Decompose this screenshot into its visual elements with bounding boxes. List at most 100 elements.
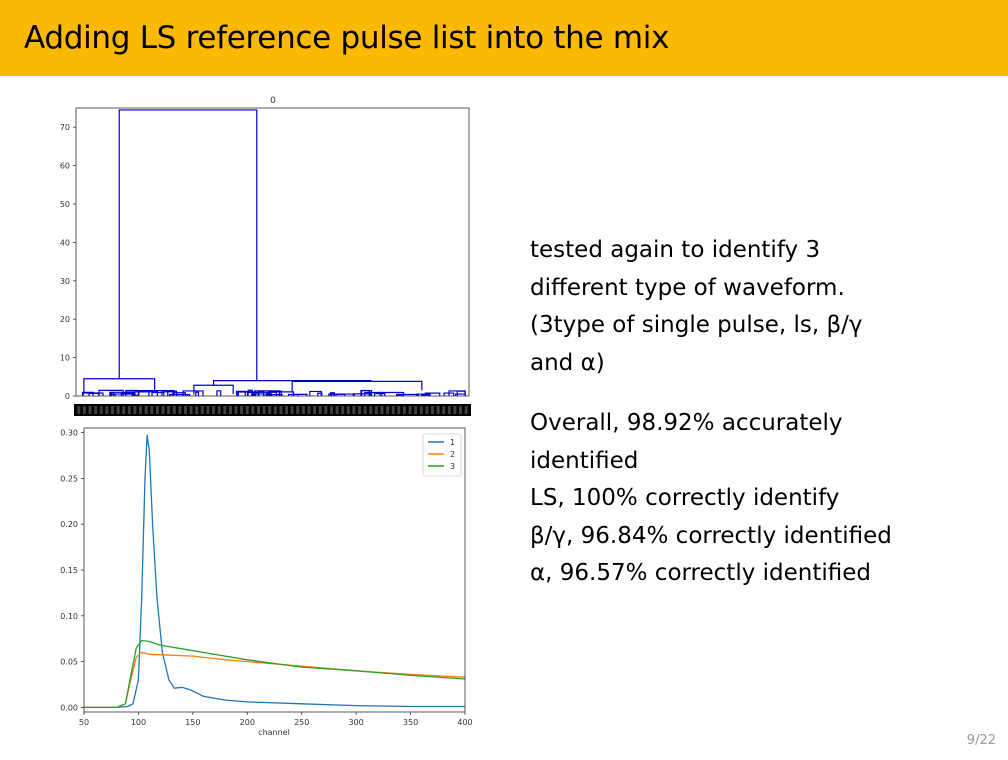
- dendrogram-link: [83, 378, 156, 393]
- leaf-label: [212, 406, 216, 414]
- dendrogram-link: [216, 390, 222, 396]
- leaf-label: [358, 406, 362, 414]
- leaf-label: [442, 406, 446, 414]
- legend-box: [422, 433, 462, 477]
- legend-label: 3: [450, 462, 455, 471]
- line-chart-frame: [83, 427, 466, 713]
- leaf-label: [127, 406, 131, 414]
- x-axis-label: channel: [258, 728, 290, 737]
- dendrogram-link: [266, 394, 283, 396]
- x-tick-label: 50: [79, 718, 89, 727]
- leaf-label: [324, 406, 328, 414]
- dendrogram-link: [254, 390, 281, 396]
- leaf-label: [195, 406, 199, 414]
- dendrogram-chart: 0 0 10 20 30 40 50 60 70: [60, 96, 471, 416]
- y-tick-label: 0.20: [60, 520, 78, 529]
- dendrogram-link: [167, 390, 178, 396]
- leaf-label: [369, 406, 373, 414]
- leaf-label: [402, 406, 406, 414]
- y-tick-label: 30: [60, 277, 70, 286]
- leaf-label: [414, 406, 418, 414]
- leaf-label: [425, 406, 429, 414]
- leaf-label: [155, 406, 159, 414]
- dendrogram-link: [246, 391, 259, 396]
- leaf-label: [296, 406, 300, 414]
- leaf-label: [453, 406, 457, 414]
- leaf-label: [285, 406, 289, 414]
- description-line: different type of waveform.: [530, 274, 845, 301]
- leaf-label: [279, 406, 283, 414]
- legend-label: 1: [450, 438, 455, 447]
- result-line: α, 96.57% correctly identified: [530, 560, 872, 586]
- leaf-label: [99, 406, 103, 414]
- chart-legend: 1 2 3: [422, 433, 462, 477]
- leaf-label: [144, 406, 148, 414]
- y-tick-label: 0.30: [60, 429, 78, 438]
- dendrogram-y-axis: 0 10 20 30 40 50 60 70: [60, 123, 76, 401]
- dendrogram-link: [253, 391, 277, 396]
- dendrogram-link: [193, 384, 234, 395]
- leaf-label: [116, 406, 120, 414]
- leaf-label: [256, 406, 260, 414]
- x-tick-label: 300: [349, 718, 364, 727]
- text-column: tested again to identify 3 different typ…: [530, 232, 970, 616]
- leaf-label: [346, 406, 350, 414]
- y-tick-label: 0: [65, 392, 70, 401]
- y-tick-label: 20: [60, 315, 70, 324]
- y-tick-label: 60: [60, 162, 70, 171]
- dendrogram-link: [396, 393, 420, 396]
- leaf-label: [352, 406, 356, 414]
- leaf-label: [318, 406, 322, 414]
- figure: 0 0 10 20 30 40 50 60 70 0.00 0.05 0.10 0.15 0.20 0.…: [0, 76, 500, 756]
- y-tick-label: 40: [60, 238, 70, 247]
- dendrogram-link: [291, 380, 423, 392]
- leaf-label: [206, 406, 210, 414]
- result-line: LS, 100% correctly identify: [530, 485, 840, 511]
- results-paragraph: Overall, 98.92% accurately identified LS…: [530, 405, 970, 593]
- dendrogram-link: [195, 391, 200, 396]
- leaf-label: [245, 406, 249, 414]
- dendrogram-links: [82, 109, 466, 396]
- leaf-label: [251, 406, 255, 414]
- dendrogram-link: [120, 392, 136, 396]
- leaf-label: [419, 406, 423, 414]
- leaf-label: [408, 406, 412, 414]
- leaf-label: [464, 406, 468, 414]
- leaf-label: [88, 406, 92, 414]
- leaf-label-band: [74, 404, 471, 416]
- result-line: identified: [530, 447, 639, 474]
- leaf-label: [150, 406, 154, 414]
- dendrogram-link: [269, 391, 295, 396]
- leaf-label: [139, 406, 143, 414]
- dendrogram-link: [182, 390, 204, 396]
- series-line-2: [84, 651, 466, 709]
- leaf-label: [397, 406, 401, 414]
- y-tick-label: 0.15: [60, 566, 78, 575]
- x-tick-label: 350: [403, 718, 418, 727]
- line-chart-series: [84, 434, 466, 709]
- leaf-label: [133, 406, 137, 414]
- leaf-label: [77, 406, 81, 414]
- dendrogram-link: [352, 393, 371, 396]
- leaf-label: [200, 406, 204, 414]
- x-tick-label: 150: [185, 718, 200, 727]
- y-tick-label: 70: [60, 123, 70, 132]
- dendrogram-frame: [75, 107, 470, 397]
- leaf-label: [228, 406, 232, 414]
- leaf-label: [431, 406, 435, 414]
- leaf-label: [178, 406, 182, 414]
- leaf-label: [240, 406, 244, 414]
- leaf-label: [110, 406, 114, 414]
- leaf-label: [161, 406, 165, 414]
- line-chart: 0.00 0.05 0.10 0.15 0.20 0.25 0.30 50 100 150 200 2…: [60, 427, 473, 737]
- series-line-1: [84, 434, 465, 709]
- leaf-label: [262, 406, 266, 414]
- leaf-label: [447, 406, 451, 414]
- leaf-label: [436, 406, 440, 414]
- leaf-label: [301, 406, 305, 414]
- description-line: tested again to identify 3: [530, 237, 821, 263]
- dendrogram-link: [317, 392, 323, 396]
- dendrogram-link: [331, 393, 355, 396]
- y-tick-label: 10: [60, 354, 70, 363]
